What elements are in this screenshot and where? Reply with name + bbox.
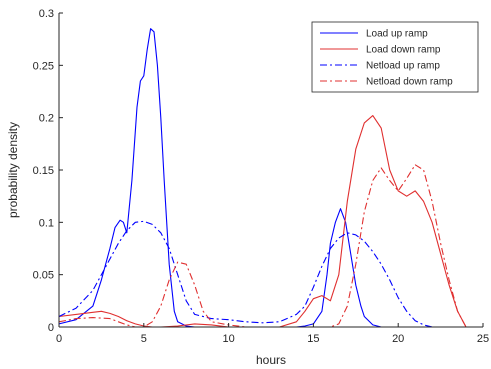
legend-label-4: Netload down ramp bbox=[366, 77, 453, 88]
y-axis-label: probability density bbox=[6, 122, 20, 218]
legend-label-1: Load up ramp bbox=[366, 29, 428, 40]
y-tick-label: 0.15 bbox=[33, 165, 54, 177]
legend-label-2: Load down ramp bbox=[366, 45, 441, 56]
legend-box bbox=[311, 21, 479, 93]
y-tick-label: 0.25 bbox=[33, 60, 54, 72]
x-tick-label: 10 bbox=[222, 333, 234, 345]
x-tick-label: 15 bbox=[307, 333, 319, 345]
x-tick-label: 0 bbox=[56, 333, 62, 345]
legend: Load up ramp Load down ramp Netload up ram… bbox=[311, 21, 479, 93]
series-line-2 bbox=[58, 115, 467, 328]
y-tick-label: 0.2 bbox=[39, 113, 54, 125]
x-tick-label: 20 bbox=[392, 333, 404, 345]
x-tick-label: 25 bbox=[477, 333, 489, 345]
ticks-layer: 0 5 10 15 20 25 0 0.05 0.1 0.15 0.2 0.25 0.3 bbox=[33, 8, 490, 345]
y-tick-label: 0.1 bbox=[39, 217, 54, 229]
y-tick-label: 0.3 bbox=[39, 8, 54, 20]
legend-label-3: Netload up ramp bbox=[366, 61, 440, 72]
y-tick-label: 0.05 bbox=[33, 270, 54, 282]
series-line-3 bbox=[58, 220, 433, 328]
y-tick-label: 0 bbox=[48, 322, 54, 334]
x-tick-label: 5 bbox=[141, 333, 147, 345]
x-axis-label: hours bbox=[256, 353, 286, 367]
